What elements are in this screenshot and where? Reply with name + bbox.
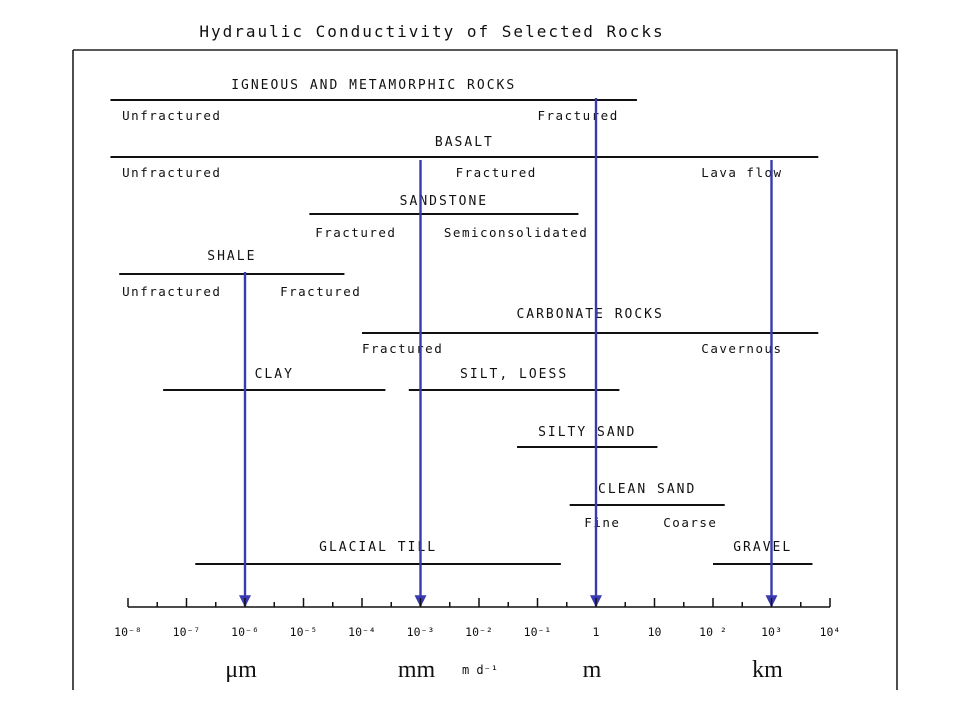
rock-group-carbonate-rocks: CARBONATE ROCKS Fractured Cavernous bbox=[362, 307, 819, 356]
sub-label-fractured: Fractured bbox=[456, 165, 537, 180]
group-label-basalt: BASALT bbox=[435, 135, 494, 150]
group-label-glacial-till: GLACIAL TILL bbox=[319, 540, 437, 555]
tick-label: 10 bbox=[648, 625, 662, 639]
group-label-gravel: GRAVEL bbox=[733, 540, 792, 555]
sub-label-coarse: Coarse bbox=[663, 515, 717, 530]
sub-label-unfractured: Unfractured bbox=[122, 165, 221, 180]
group-label-igneous-and-metamorphic-rocks: IGNEOUS AND METAMORPHIC ROCKS bbox=[231, 78, 516, 93]
group-label-silt-loess: SILT, LOESS bbox=[460, 367, 568, 382]
tick-label: 10⁻³ bbox=[407, 625, 435, 639]
sub-label-unfractured: Unfractured bbox=[122, 284, 221, 299]
sub-label-cavernous: Cavernous bbox=[701, 341, 782, 356]
rock-group-glacial-till: GLACIAL TILL bbox=[195, 540, 561, 565]
unit-marker-label: m bbox=[583, 657, 602, 683]
rock-group-sandstone: SANDSTONE Fractured Semiconsolidated bbox=[309, 194, 588, 240]
sub-label-fractured: Fractured bbox=[538, 108, 619, 123]
rock-group-clay: CLAY bbox=[163, 367, 386, 391]
sub-label-fractured: Fractured bbox=[315, 225, 396, 240]
rock-group-clean-sand: CLEAN SAND Fine Coarse bbox=[569, 482, 725, 530]
sub-label-unfractured: Unfractured bbox=[122, 108, 221, 123]
rock-group-gravel: GRAVEL bbox=[713, 540, 813, 565]
sub-label-fractured: Fractured bbox=[280, 284, 361, 299]
group-label-shale: SHALE bbox=[207, 249, 256, 264]
tick-label: 10⁻⁶ bbox=[231, 625, 259, 639]
tick-label: 1 bbox=[593, 625, 600, 639]
tick-label: 10³ bbox=[761, 625, 782, 639]
rock-group-basalt: BASALT Unfractured Fractured Lava flow bbox=[110, 135, 819, 180]
rock-group-silt-loess: SILT, LOESS bbox=[408, 367, 620, 391]
group-label-clean-sand: CLEAN SAND bbox=[598, 482, 696, 497]
unit-marker-label: mm bbox=[398, 657, 436, 683]
rock-group-silty-sand: SILTY SAND bbox=[517, 425, 658, 448]
rock-groups: IGNEOUS AND METAMORPHIC ROCKS Unfractured… bbox=[110, 78, 819, 565]
tick-label: 10⁻¹ bbox=[524, 625, 552, 639]
conductivity-axis: 10⁻⁸ 10⁻⁷ 10⁻⁶ 10⁻⁵ 10⁻⁴ 10⁻³ 10⁻² 10⁻¹ 1 10 10 ² 1… bbox=[114, 598, 840, 639]
tick-label: 10⁻⁵ bbox=[290, 625, 318, 639]
sub-label-fractured: Fractured bbox=[362, 341, 443, 356]
group-label-sandstone: SANDSTONE bbox=[400, 194, 488, 209]
tick-label: 10⁻⁷ bbox=[173, 625, 201, 639]
rock-group-igneous-and-metamorphic-rocks: IGNEOUS AND METAMORPHIC ROCKS Unfractured… bbox=[110, 78, 637, 123]
group-label-clay: CLAY bbox=[255, 367, 294, 382]
rock-group-shale: SHALE Unfractured Fractured bbox=[119, 249, 361, 299]
tick-label: 10⁻⁸ bbox=[114, 625, 142, 639]
group-label-silty-sand: SILTY SAND bbox=[538, 425, 636, 440]
diagram-title: Hydraulic Conductivity of Selected Rocks bbox=[199, 22, 664, 41]
tick-label: 10 ² bbox=[699, 625, 727, 639]
unit-marker-label: km bbox=[752, 657, 783, 683]
group-label-carbonate-rocks: CARBONATE ROCKS bbox=[516, 307, 663, 322]
unit-marker-label: μm bbox=[225, 657, 257, 683]
scale-arrows: μm mm m km bbox=[225, 98, 783, 683]
axis-unit-label: m d⁻¹ bbox=[462, 663, 498, 677]
tick-label: 10⁴ bbox=[820, 625, 841, 639]
tick-label: 10⁻² bbox=[465, 625, 493, 639]
sub-label-fine: Fine bbox=[584, 515, 620, 530]
sub-label-lava-flow: Lava flow bbox=[701, 165, 782, 180]
sub-label-semiconsolidated: Semiconsolidated bbox=[444, 225, 588, 240]
tick-label: 10⁻⁴ bbox=[348, 625, 376, 639]
right-frame-line bbox=[73, 49, 898, 690]
